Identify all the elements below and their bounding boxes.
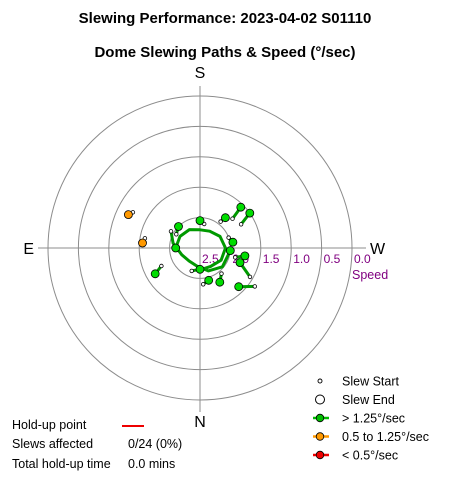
slew-end-point	[150, 269, 160, 279]
slew-end-point	[240, 251, 250, 261]
slew-path	[174, 228, 227, 272]
compass-label-right: W	[370, 241, 386, 258]
slew-end-point	[204, 275, 214, 285]
total-holdup-row: Total hold-up time 0.0 mins	[12, 457, 175, 471]
slew-start-point	[159, 263, 164, 269]
slew-start-point	[174, 232, 179, 237]
slews-affected-label: Slews affected	[12, 437, 94, 451]
slew-end-point	[225, 246, 235, 256]
slews-affected-row: Slews affected 0/24 (0%)	[12, 437, 182, 451]
slew-end-point	[220, 213, 230, 223]
speed-tick-label: 1.5	[263, 252, 280, 266]
chart-title: Slewing Performance: 2023-04-02 S01110	[78, 10, 372, 27]
slew-end-point	[228, 237, 238, 247]
compass-label-bottom: N	[194, 414, 206, 431]
slew-end-point	[195, 264, 205, 274]
holdup-point-label: Hold-up point	[12, 418, 87, 432]
slew-start-point	[219, 271, 224, 276]
total-holdup-value: 0.0 mins	[128, 457, 176, 471]
slew-end-point	[235, 258, 245, 268]
slew-start-point	[230, 216, 235, 221]
legend-label: 0.5 to 1.25°/sec	[342, 430, 429, 444]
speed-tick-label: 0.0	[354, 252, 371, 266]
speed-tick-label: 1.0	[293, 252, 310, 266]
total-holdup-label: Total hold-up time	[12, 457, 111, 471]
legend-label: Slew Start	[342, 375, 399, 389]
legend-slew-end-marker	[315, 394, 325, 405]
compass-label-left: E	[23, 241, 34, 258]
speed-axis-label: Speed	[352, 268, 388, 282]
slew-start-point	[189, 268, 194, 274]
legend-slew-start-marker	[317, 378, 323, 384]
slew-start-point	[168, 229, 174, 234]
slew-start-point	[252, 284, 257, 289]
slew-start-point	[247, 274, 253, 280]
slew-start-point	[226, 235, 231, 240]
legend-color-marker	[315, 413, 325, 423]
slew-end-point	[245, 208, 255, 218]
compass-label-top: S	[195, 65, 206, 82]
legend-label: > 1.25°/sec	[342, 412, 405, 426]
slew-end-point	[236, 202, 246, 212]
slew-start-point	[232, 255, 238, 260]
holdup-point-line	[122, 425, 144, 427]
legend-label: Slew End	[342, 393, 395, 407]
holdup-point-row: Hold-up point	[12, 418, 144, 432]
slew-end-point	[215, 277, 225, 287]
slew-start-point	[238, 222, 244, 227]
legend-color-marker	[315, 450, 325, 460]
slew-start-point	[218, 219, 223, 224]
slew-start-point	[200, 282, 206, 287]
chart-subtitle: Dome Slewing Paths & Speed (°/sec)	[94, 44, 356, 61]
slew-end-point	[123, 210, 133, 220]
slew-end-point	[174, 222, 183, 231]
slew-end-point	[138, 238, 147, 248]
slew-end-point	[195, 216, 205, 226]
slew-end-point	[234, 282, 244, 292]
slew-end-point	[171, 243, 181, 253]
legend-label: < 0.5°/sec	[342, 449, 398, 463]
slews-affected-value: 0/24 (0%)	[128, 437, 183, 451]
speed-tick-label: 0.5	[324, 252, 341, 266]
legend-color-marker	[315, 432, 325, 441]
